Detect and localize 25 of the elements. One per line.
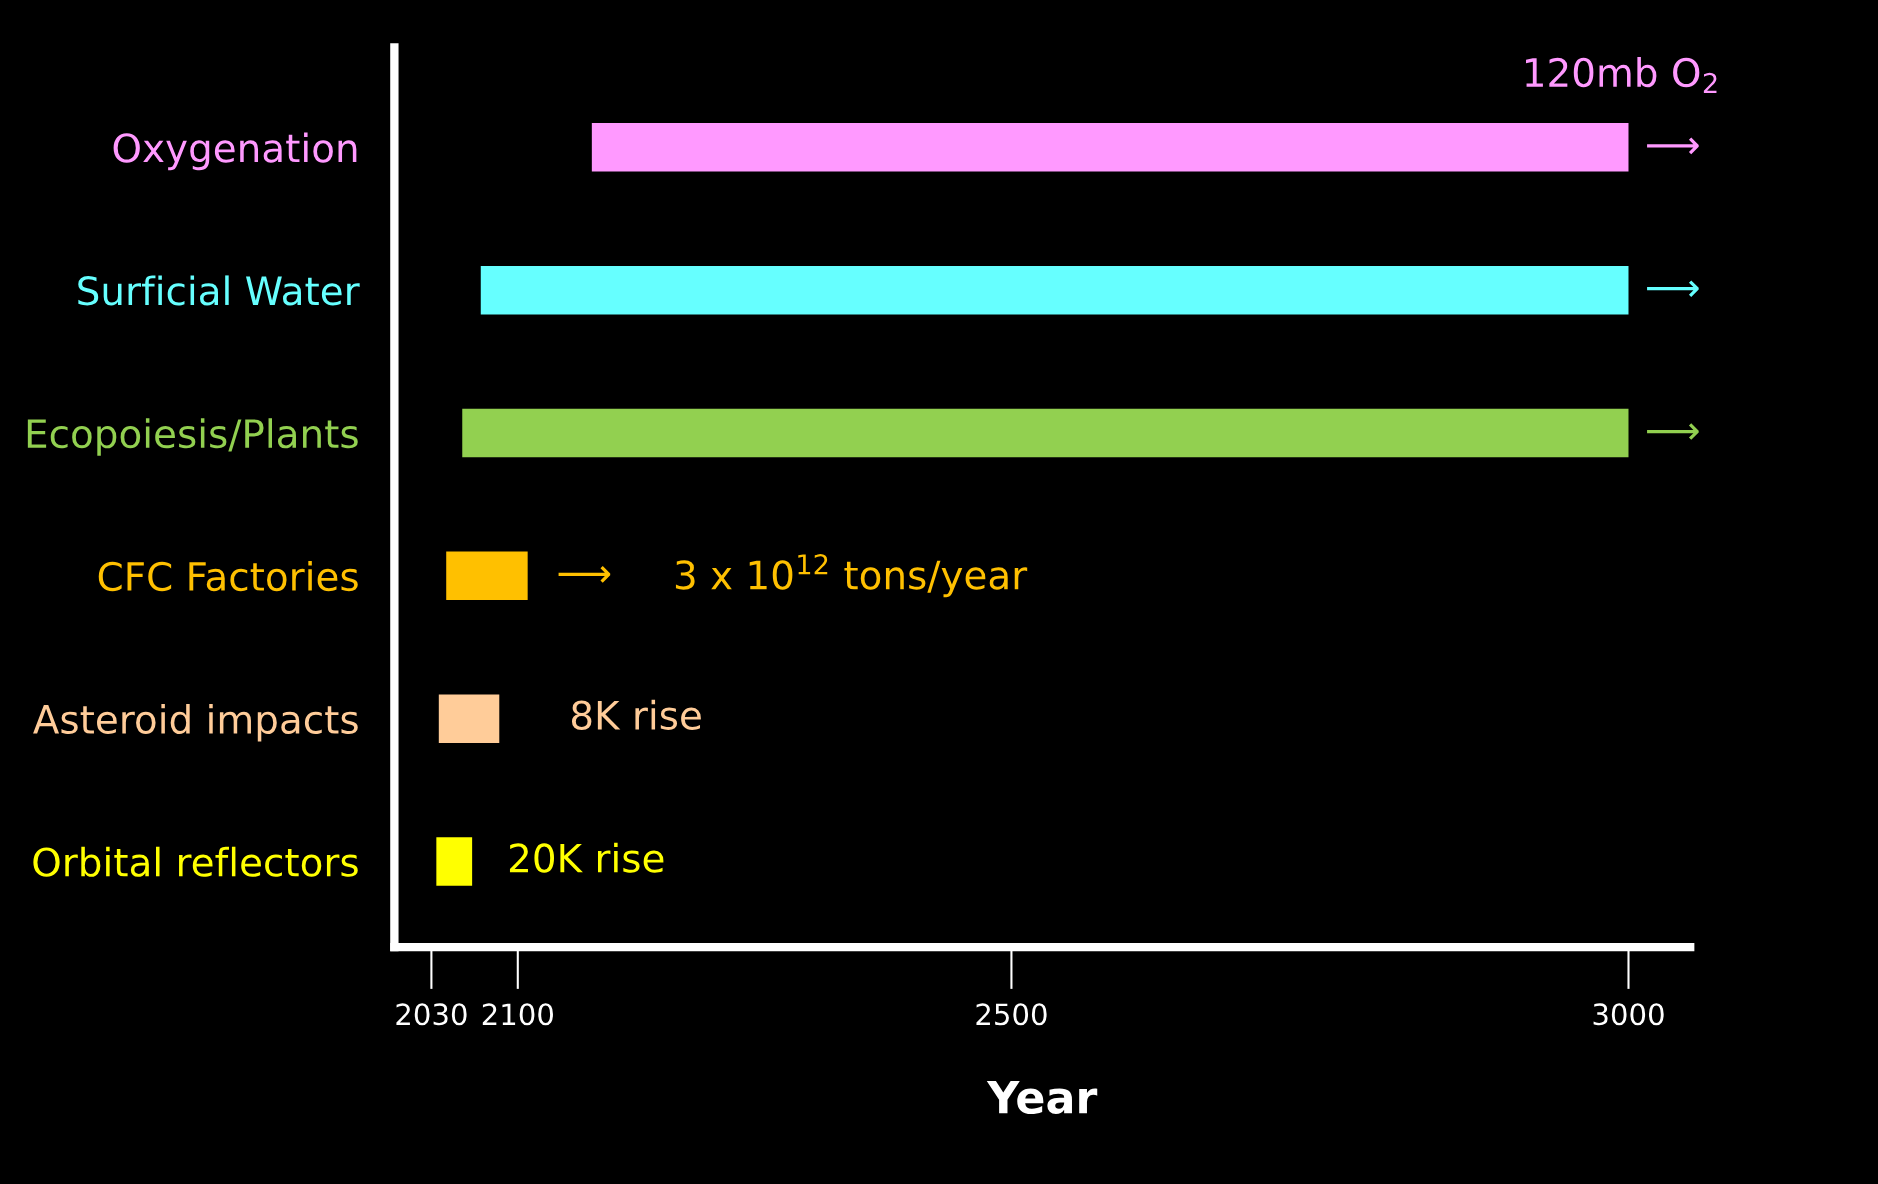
annotation: ⟶ bbox=[1647, 280, 1699, 298]
bar bbox=[446, 551, 528, 601]
y-tick-label: Orbital reflectors bbox=[33, 846, 358, 877]
x-tick-label: 2030 bbox=[396, 1003, 467, 1026]
x-tick-label: 2500 bbox=[976, 1003, 1047, 1026]
annotation: 3 x 10$^{12}$ tons/year bbox=[675, 554, 1028, 598]
bar bbox=[591, 123, 1629, 172]
annotation: ⟶ bbox=[1647, 423, 1699, 440]
annotation: 120mb O$_{2}$ bbox=[1526, 57, 1717, 94]
x-tick-label: 2100 bbox=[482, 1003, 553, 1026]
annotation: 20K rise bbox=[509, 842, 664, 873]
bar bbox=[438, 694, 500, 743]
y-tick-label: Ecopoiesis/Plants bbox=[27, 418, 358, 456]
y-tick-label: Oxygenation bbox=[113, 132, 357, 171]
y-tick-label: Asteroid impacts bbox=[33, 703, 358, 742]
y-tick-label: CFC Factories bbox=[98, 561, 358, 592]
y-tick-label: Surficial Water bbox=[78, 275, 360, 306]
annotation: ⟶ bbox=[558, 566, 611, 583]
annotation: 8K rise bbox=[571, 699, 701, 730]
x-axis-title: Year bbox=[986, 1080, 1098, 1114]
bar bbox=[436, 837, 473, 886]
annotation: ⟶ bbox=[1647, 137, 1699, 155]
bar bbox=[462, 408, 1629, 458]
x-tick-label: 3000 bbox=[1593, 1003, 1664, 1026]
bar bbox=[480, 265, 1629, 315]
